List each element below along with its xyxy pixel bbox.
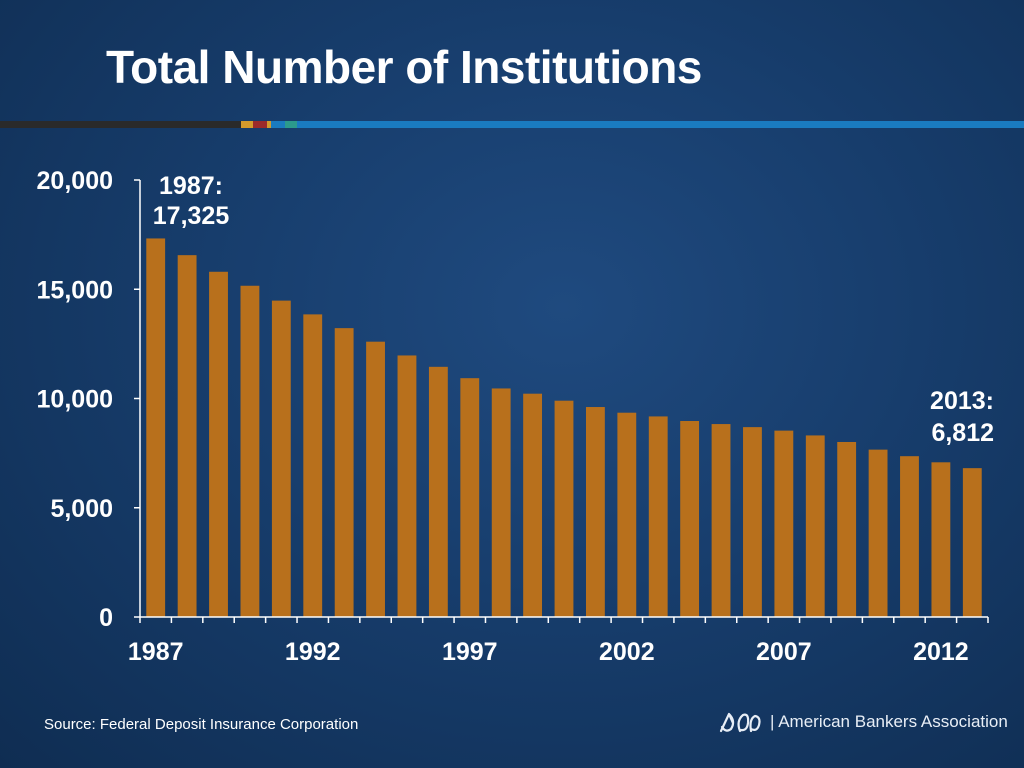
bar-1999 xyxy=(523,393,543,617)
x-tick-label: 2007 xyxy=(756,638,812,666)
chart-title: Total Number of Institutions xyxy=(106,41,702,93)
bar-2001 xyxy=(585,407,605,617)
bar-1996 xyxy=(428,366,448,617)
annotation-2013-value: 6,812 xyxy=(931,419,994,447)
x-tick-label: 1992 xyxy=(285,638,341,666)
bar-1995 xyxy=(397,355,417,617)
aba-logo-icon xyxy=(719,712,761,733)
bar-2010 xyxy=(868,449,888,617)
bar-2013 xyxy=(962,468,982,617)
y-tick-label: 5,000 xyxy=(50,495,113,523)
x-tick-label: 2012 xyxy=(913,638,969,666)
bar-1990 xyxy=(240,285,260,617)
bar-2000 xyxy=(554,400,574,617)
bar-2007 xyxy=(774,430,794,617)
bar-2003 xyxy=(648,416,668,617)
bar-2012 xyxy=(931,462,951,617)
bar-1987 xyxy=(146,238,166,618)
bar-2005 xyxy=(711,424,731,617)
aba-logo-text: | American Bankers Association xyxy=(770,712,1008,731)
bar-2004 xyxy=(680,421,700,617)
annotation-2013-label: 2013: xyxy=(930,387,994,415)
bar-2009 xyxy=(837,441,857,617)
axes-group: 0 5,000 10,000 15,000 20,000 1987 1992 1997 2002… xyxy=(37,167,989,666)
y-tick-label: 0 xyxy=(99,604,113,632)
bars-group xyxy=(146,238,982,618)
divider-red-segment xyxy=(253,121,267,128)
bar-1992 xyxy=(303,314,323,617)
title-divider xyxy=(0,121,1024,128)
bar-2011 xyxy=(900,456,919,617)
y-tick-label: 15,000 xyxy=(37,276,113,304)
divider-gold-segment-2 xyxy=(267,121,271,128)
bar-1997 xyxy=(460,378,480,617)
annotation-1987-value: 17,325 xyxy=(153,202,230,230)
bar-1994 xyxy=(366,341,385,617)
divider-gold-segment xyxy=(241,121,253,128)
x-tick-label: 1987 xyxy=(128,638,184,666)
y-tick-label: 10,000 xyxy=(37,386,113,414)
x-tick-label: 2002 xyxy=(599,638,655,666)
annotations-group: 1987:17,325 2013: 6,812 xyxy=(153,172,994,447)
y-tick-label: 20,000 xyxy=(37,167,113,195)
source-note: Source: Federal Deposit Insurance Corpor… xyxy=(44,716,359,733)
bar-1993 xyxy=(334,328,354,617)
aba-logo: | American Bankers Association xyxy=(718,707,1008,737)
divider-blue-long-segment xyxy=(297,121,1024,128)
divider-teal-segment xyxy=(285,121,297,128)
x-tick-label: 1997 xyxy=(442,638,498,666)
bar-1991 xyxy=(271,300,291,617)
annotation-1987-label: 1987: xyxy=(159,172,223,200)
bar-1998 xyxy=(491,388,511,617)
bar-2008 xyxy=(805,435,825,617)
divider-dark-segment xyxy=(0,121,241,128)
divider-blue-segment xyxy=(271,121,285,128)
bar-2002 xyxy=(617,412,637,617)
bar-1988 xyxy=(177,255,197,617)
bar-2006 xyxy=(743,427,762,617)
bar-1989 xyxy=(209,271,228,617)
